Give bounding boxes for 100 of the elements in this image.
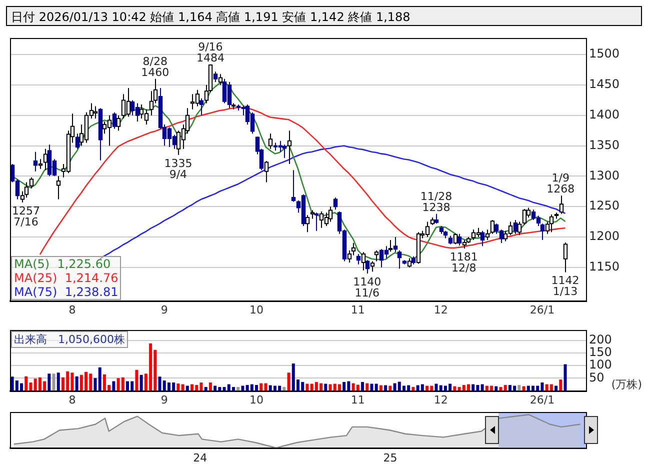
y-tick-label: 150: [589, 345, 612, 360]
candlestick: [513, 219, 518, 234]
bar: [214, 386, 217, 391]
bar: [190, 384, 194, 391]
candlestick: [370, 260, 375, 272]
bar: [56, 372, 60, 391]
text: MA(25) 1,214.76: [14, 270, 118, 285]
candlestick: [522, 208, 527, 226]
bar: [472, 384, 475, 391]
y-tick-label: 100: [589, 358, 612, 372]
bar: [518, 384, 521, 391]
candlestick: [75, 133, 80, 150]
annotation: 1142 1/13: [551, 274, 580, 298]
bar: [559, 379, 562, 391]
bar: [554, 386, 558, 391]
annotation: 1140 11/6: [353, 275, 382, 300]
y-tick-label: 200: [589, 332, 612, 346]
candlestick: [453, 232, 458, 245]
bar: [361, 382, 364, 391]
candlestick: [563, 242, 568, 273]
candlestick: [43, 148, 48, 171]
candlestick: [356, 253, 361, 265]
x-tick-label: 24: [193, 451, 208, 464]
candlestick: [93, 106, 98, 119]
bar: [338, 384, 341, 391]
bar: [98, 367, 102, 391]
candlestick: [457, 233, 462, 246]
annotation: 9/16 1484: [196, 40, 224, 64]
candlestick: [213, 71, 218, 82]
y-tick-label: 1300: [589, 168, 620, 182]
x-tick-label: 8: [68, 393, 76, 406]
bar: [412, 387, 415, 391]
bar: [236, 387, 240, 391]
y-tick-label: 1200: [589, 229, 620, 244]
y-tick-label: 1350: [589, 138, 620, 152]
x-tick-label: 9: [160, 303, 168, 316]
annotation: 1/9 1268: [546, 172, 575, 196]
candlestick: [29, 176, 34, 189]
bar: [374, 384, 378, 391]
bar: [48, 374, 51, 391]
bar: [287, 372, 290, 391]
bar: [121, 377, 124, 391]
candlestick: [434, 213, 439, 224]
bar: [24, 376, 28, 391]
y-tick-label: 1450: [589, 77, 620, 92]
bar: [564, 364, 567, 391]
candlestick: [388, 240, 393, 252]
candlestick: [517, 221, 522, 236]
candlestick: [305, 214, 310, 233]
y-tick-label: 1400: [589, 108, 620, 122]
candlestick: [407, 258, 412, 268]
annotation: 1257 7/16: [12, 204, 40, 228]
y-axis-title: (万株): [611, 378, 642, 391]
bar: [52, 374, 56, 391]
bar: [324, 384, 328, 391]
bar: [186, 386, 189, 391]
candlestick: [218, 74, 223, 86]
candlestick: [199, 98, 204, 116]
candlestick: [374, 250, 379, 262]
candlestick: [291, 170, 296, 202]
bar: [112, 381, 116, 391]
chart-title: 日付 2026/01/13 10:42 始値 1,164 高値 1,191 安値 1,142 終値 1,188: [6, 6, 642, 26]
bar: [260, 383, 263, 391]
x-tick-label: 12: [434, 393, 448, 406]
x-tick-label: 10: [250, 393, 264, 406]
bar: [550, 384, 553, 391]
bar: [480, 384, 484, 391]
candlestick: [559, 195, 564, 214]
x-tick-label: 26/1: [530, 303, 555, 316]
candlestick: [361, 252, 366, 271]
x-tick-label: 26/1: [530, 393, 555, 406]
y-tick-label: 50: [589, 370, 604, 384]
bar: [504, 384, 507, 391]
annotation: 1335 9/4: [164, 156, 192, 181]
bar: [232, 387, 235, 391]
x-tick-label: 11: [350, 393, 365, 406]
bar: [379, 385, 382, 391]
bar: [208, 382, 212, 391]
candlestick: [365, 260, 370, 274]
bar: [426, 386, 429, 391]
x-tick-label: 10: [250, 303, 264, 316]
bar: [366, 383, 369, 391]
x-tick-label: 8: [68, 303, 76, 316]
annotation: 11/28 1238: [420, 190, 452, 214]
bar: [181, 384, 184, 391]
candlestick: [328, 206, 333, 222]
bar: [75, 376, 78, 391]
candlestick: [314, 212, 319, 232]
bar: [204, 387, 208, 391]
bar: [370, 384, 374, 391]
text: MA(5) 1,225.60: [14, 256, 112, 271]
bar: [241, 386, 244, 391]
candlestick: [38, 158, 43, 170]
bar: [306, 384, 309, 391]
text: MA(75) 1,238.81: [14, 284, 118, 299]
x-tick-label: 11: [350, 303, 365, 316]
bar: [388, 386, 392, 391]
y-tick-label: 1500: [589, 46, 620, 61]
candlestick: [33, 151, 38, 172]
candlestick: [490, 219, 495, 234]
